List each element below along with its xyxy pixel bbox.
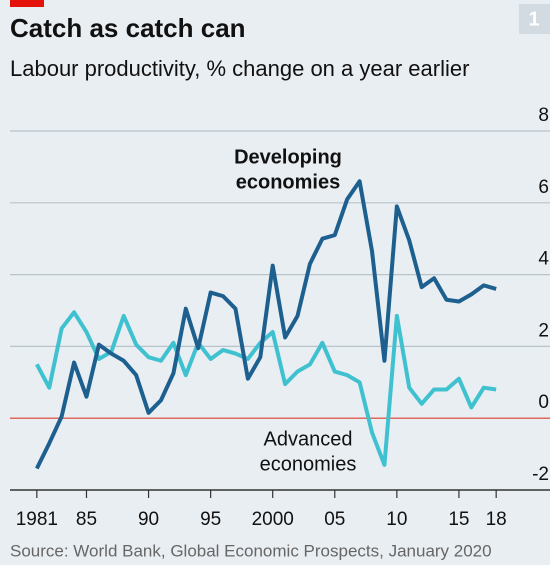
x-tick-label: 90 bbox=[138, 509, 159, 530]
source: Source: World Bank, Global Economic Pros… bbox=[10, 541, 492, 560]
x-tick-label: 85 bbox=[76, 509, 97, 530]
x-tick-label: 18 bbox=[486, 509, 507, 530]
x-tick-label: 05 bbox=[324, 509, 345, 530]
x-tick-label: 10 bbox=[386, 509, 407, 530]
chart-number: 1 bbox=[528, 8, 539, 30]
y-tick-label: -2 bbox=[532, 464, 549, 485]
y-tick-label: 4 bbox=[538, 249, 549, 270]
series-line bbox=[35, 179, 497, 470]
red-tag bbox=[10, 0, 44, 7]
chart-title: Catch as catch can bbox=[10, 13, 246, 43]
y-tick-label: 0 bbox=[538, 392, 549, 413]
series-label: Developing bbox=[234, 146, 342, 168]
chart-subtitle: Labour productivity, % change on a year … bbox=[10, 56, 469, 81]
series-label: economies bbox=[260, 453, 357, 475]
series-label: Advanced bbox=[264, 428, 353, 450]
x-tick-label: 1981 bbox=[16, 509, 58, 530]
x-tick-label: 95 bbox=[200, 509, 221, 530]
y-tick-label: 8 bbox=[538, 105, 549, 126]
y-tick-label: 6 bbox=[538, 177, 549, 198]
series-line bbox=[35, 310, 497, 467]
y-tick-label: 2 bbox=[538, 320, 549, 341]
number-box bbox=[519, 4, 550, 34]
series-label: economies bbox=[236, 171, 340, 193]
x-tick-label: 2000 bbox=[252, 509, 294, 530]
x-tick-label: 15 bbox=[448, 509, 469, 530]
